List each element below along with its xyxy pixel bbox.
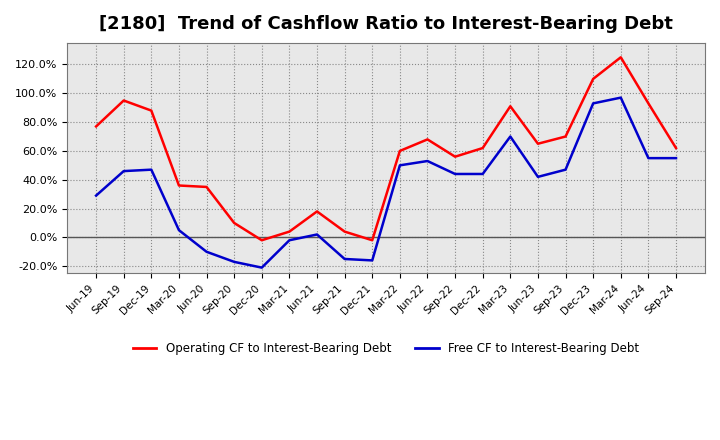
Legend: Operating CF to Interest-Bearing Debt, Free CF to Interest-Bearing Debt: Operating CF to Interest-Bearing Debt, F…	[128, 337, 644, 359]
Title: [2180]  Trend of Cashflow Ratio to Interest-Bearing Debt: [2180] Trend of Cashflow Ratio to Intere…	[99, 15, 673, 33]
